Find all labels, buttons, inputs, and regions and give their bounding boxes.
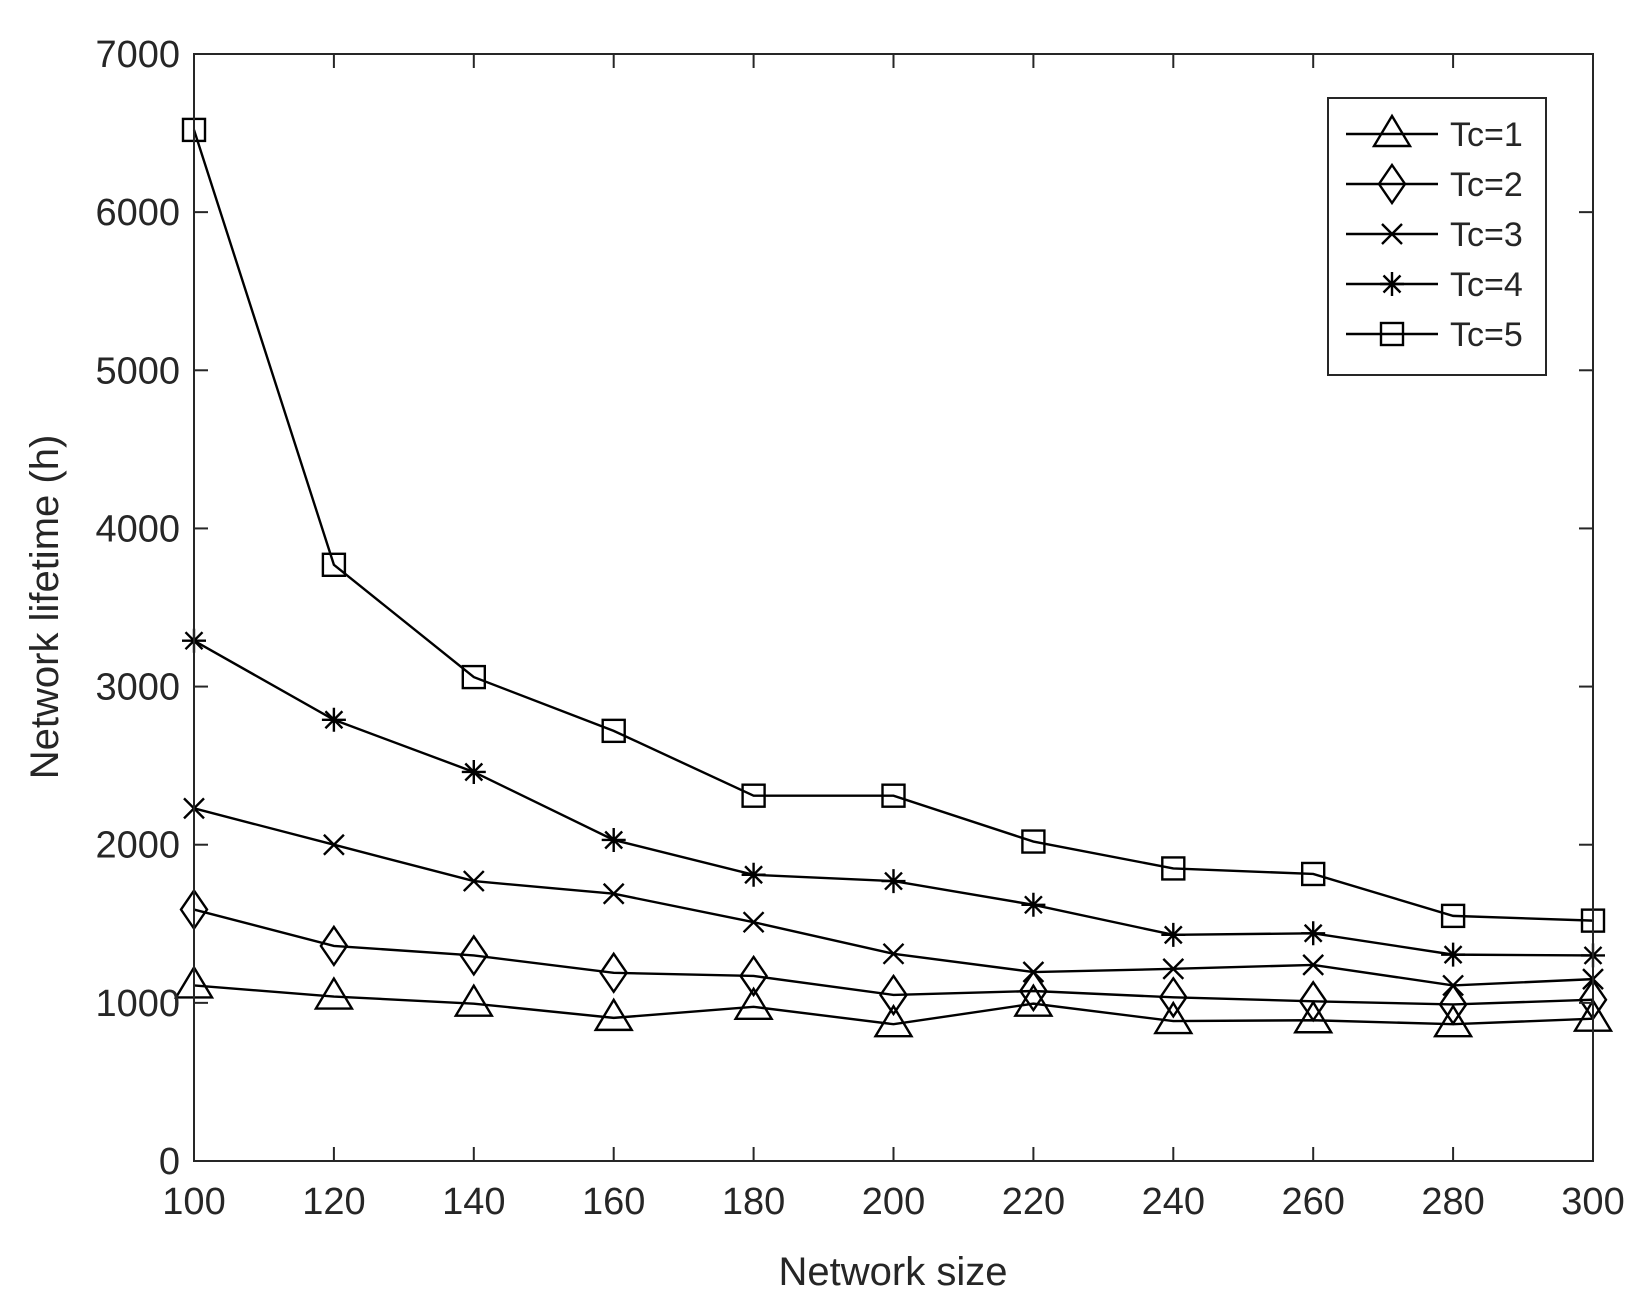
- data-point: [1440, 903, 1466, 929]
- legend-entry: Tc=1: [1346, 113, 1523, 154]
- legend-entry: Tc=5: [1346, 316, 1523, 354]
- series-line: [193, 984, 1594, 1026]
- legend-entry: Tc=4: [1346, 266, 1523, 304]
- x-tick-label: 140: [442, 1181, 505, 1223]
- x-axis: 100 120 140 160 180 200 220 240 260 280 300: [162, 54, 1625, 1223]
- x-tick-label: 260: [1281, 1181, 1344, 1223]
- data-point: [319, 924, 349, 968]
- legend-marker: [1380, 272, 1404, 296]
- legend-marker: [1377, 162, 1407, 206]
- data-point: [1301, 921, 1326, 946]
- data-point: [599, 951, 629, 994]
- legend-marker: [1379, 321, 1405, 347]
- legend: Tc=1 Tc=2 Tc=3 Tc=4 Tc=5: [1327, 97, 1547, 376]
- data-point: [1441, 942, 1466, 967]
- data-point: [462, 870, 485, 892]
- legend-marker: [1371, 113, 1413, 148]
- data-point: [881, 869, 906, 894]
- y-tick-label: 5000: [95, 350, 180, 392]
- data-point: [321, 552, 347, 578]
- data-point: [601, 827, 626, 852]
- data-point: [1442, 974, 1464, 997]
- data-point: [741, 862, 766, 887]
- legend-entry: Tc=2: [1346, 162, 1523, 206]
- legend-label: Tc=4: [1450, 266, 1523, 304]
- data-point: [879, 973, 908, 1017]
- x-axis-label: Network size: [779, 1250, 1008, 1294]
- data-point: [1300, 861, 1326, 887]
- x-tick-label: 280: [1421, 1181, 1484, 1223]
- data-point: [1161, 856, 1186, 881]
- data-point: [461, 664, 486, 690]
- series-line: [192, 129, 1594, 922]
- data-point: [1162, 958, 1185, 980]
- data-point: [1021, 829, 1046, 854]
- legend-label: Tc=1: [1450, 116, 1523, 154]
- data-point: [453, 983, 494, 1017]
- data-point: [739, 954, 769, 998]
- data-point: [323, 833, 345, 856]
- data-point: [741, 783, 766, 808]
- data-point: [602, 882, 625, 905]
- y-tick-label: 4000: [95, 508, 180, 550]
- data-point: [1153, 1000, 1194, 1035]
- legend-entry: Tc=3: [1346, 216, 1523, 254]
- legend-label: Tc=5: [1450, 316, 1523, 354]
- y-tick-label: 2000: [95, 825, 180, 867]
- data-point: [601, 718, 626, 744]
- series-layer: [173, 117, 1614, 1038]
- x-tick-label: 180: [722, 1181, 785, 1223]
- data-point: [461, 759, 486, 784]
- y-tick-label: 6000: [95, 192, 180, 234]
- data-point: [1021, 892, 1046, 917]
- data-point: [459, 934, 489, 977]
- x-tick-label: 160: [582, 1181, 645, 1223]
- data-point: [593, 997, 634, 1032]
- legend-marker: [1381, 223, 1403, 245]
- data-point: [1293, 999, 1334, 1034]
- x-tick-label: 100: [162, 1181, 225, 1223]
- series-line: [193, 908, 1594, 1006]
- data-point: [1158, 976, 1188, 1019]
- x-tick-label: 200: [862, 1181, 925, 1223]
- y-tick-label: 7000: [95, 34, 180, 76]
- y-tick-label: 0: [159, 1141, 180, 1183]
- x-tick-label: 240: [1142, 1181, 1205, 1223]
- data-point: [873, 1003, 914, 1038]
- data-point: [733, 986, 774, 1021]
- data-point: [1161, 922, 1186, 947]
- legend-box: [1327, 97, 1547, 376]
- legend-label: Tc=3: [1450, 216, 1523, 254]
- series-5: [181, 117, 1606, 933]
- data-point: [1432, 1003, 1474, 1038]
- data-point: [1022, 961, 1045, 983]
- y-axis-label: Network lifetime (h): [23, 435, 67, 780]
- data-point: [882, 942, 905, 965]
- data-point: [1018, 969, 1048, 1013]
- data-point: [313, 976, 355, 1010]
- data-point: [1302, 954, 1325, 976]
- series-1: [173, 965, 1614, 1038]
- y-axis: 0 1000 2000 3000 4000 5000 6000 7000: [95, 34, 1593, 1183]
- legend-label: Tc=2: [1450, 166, 1523, 204]
- data-point: [881, 783, 906, 808]
- data-point: [742, 911, 765, 934]
- y-tick-label: 3000: [95, 667, 180, 709]
- data-point: [1298, 980, 1328, 1023]
- x-tick-label: 300: [1561, 1181, 1624, 1223]
- data-point: [321, 707, 346, 732]
- data-point: [1438, 983, 1468, 1026]
- series-3: [183, 797, 1604, 997]
- data-point: [1013, 983, 1054, 1017]
- x-tick-label: 220: [1002, 1181, 1065, 1223]
- x-tick-label: 120: [302, 1181, 365, 1223]
- y-tick-label: 1000: [95, 983, 180, 1025]
